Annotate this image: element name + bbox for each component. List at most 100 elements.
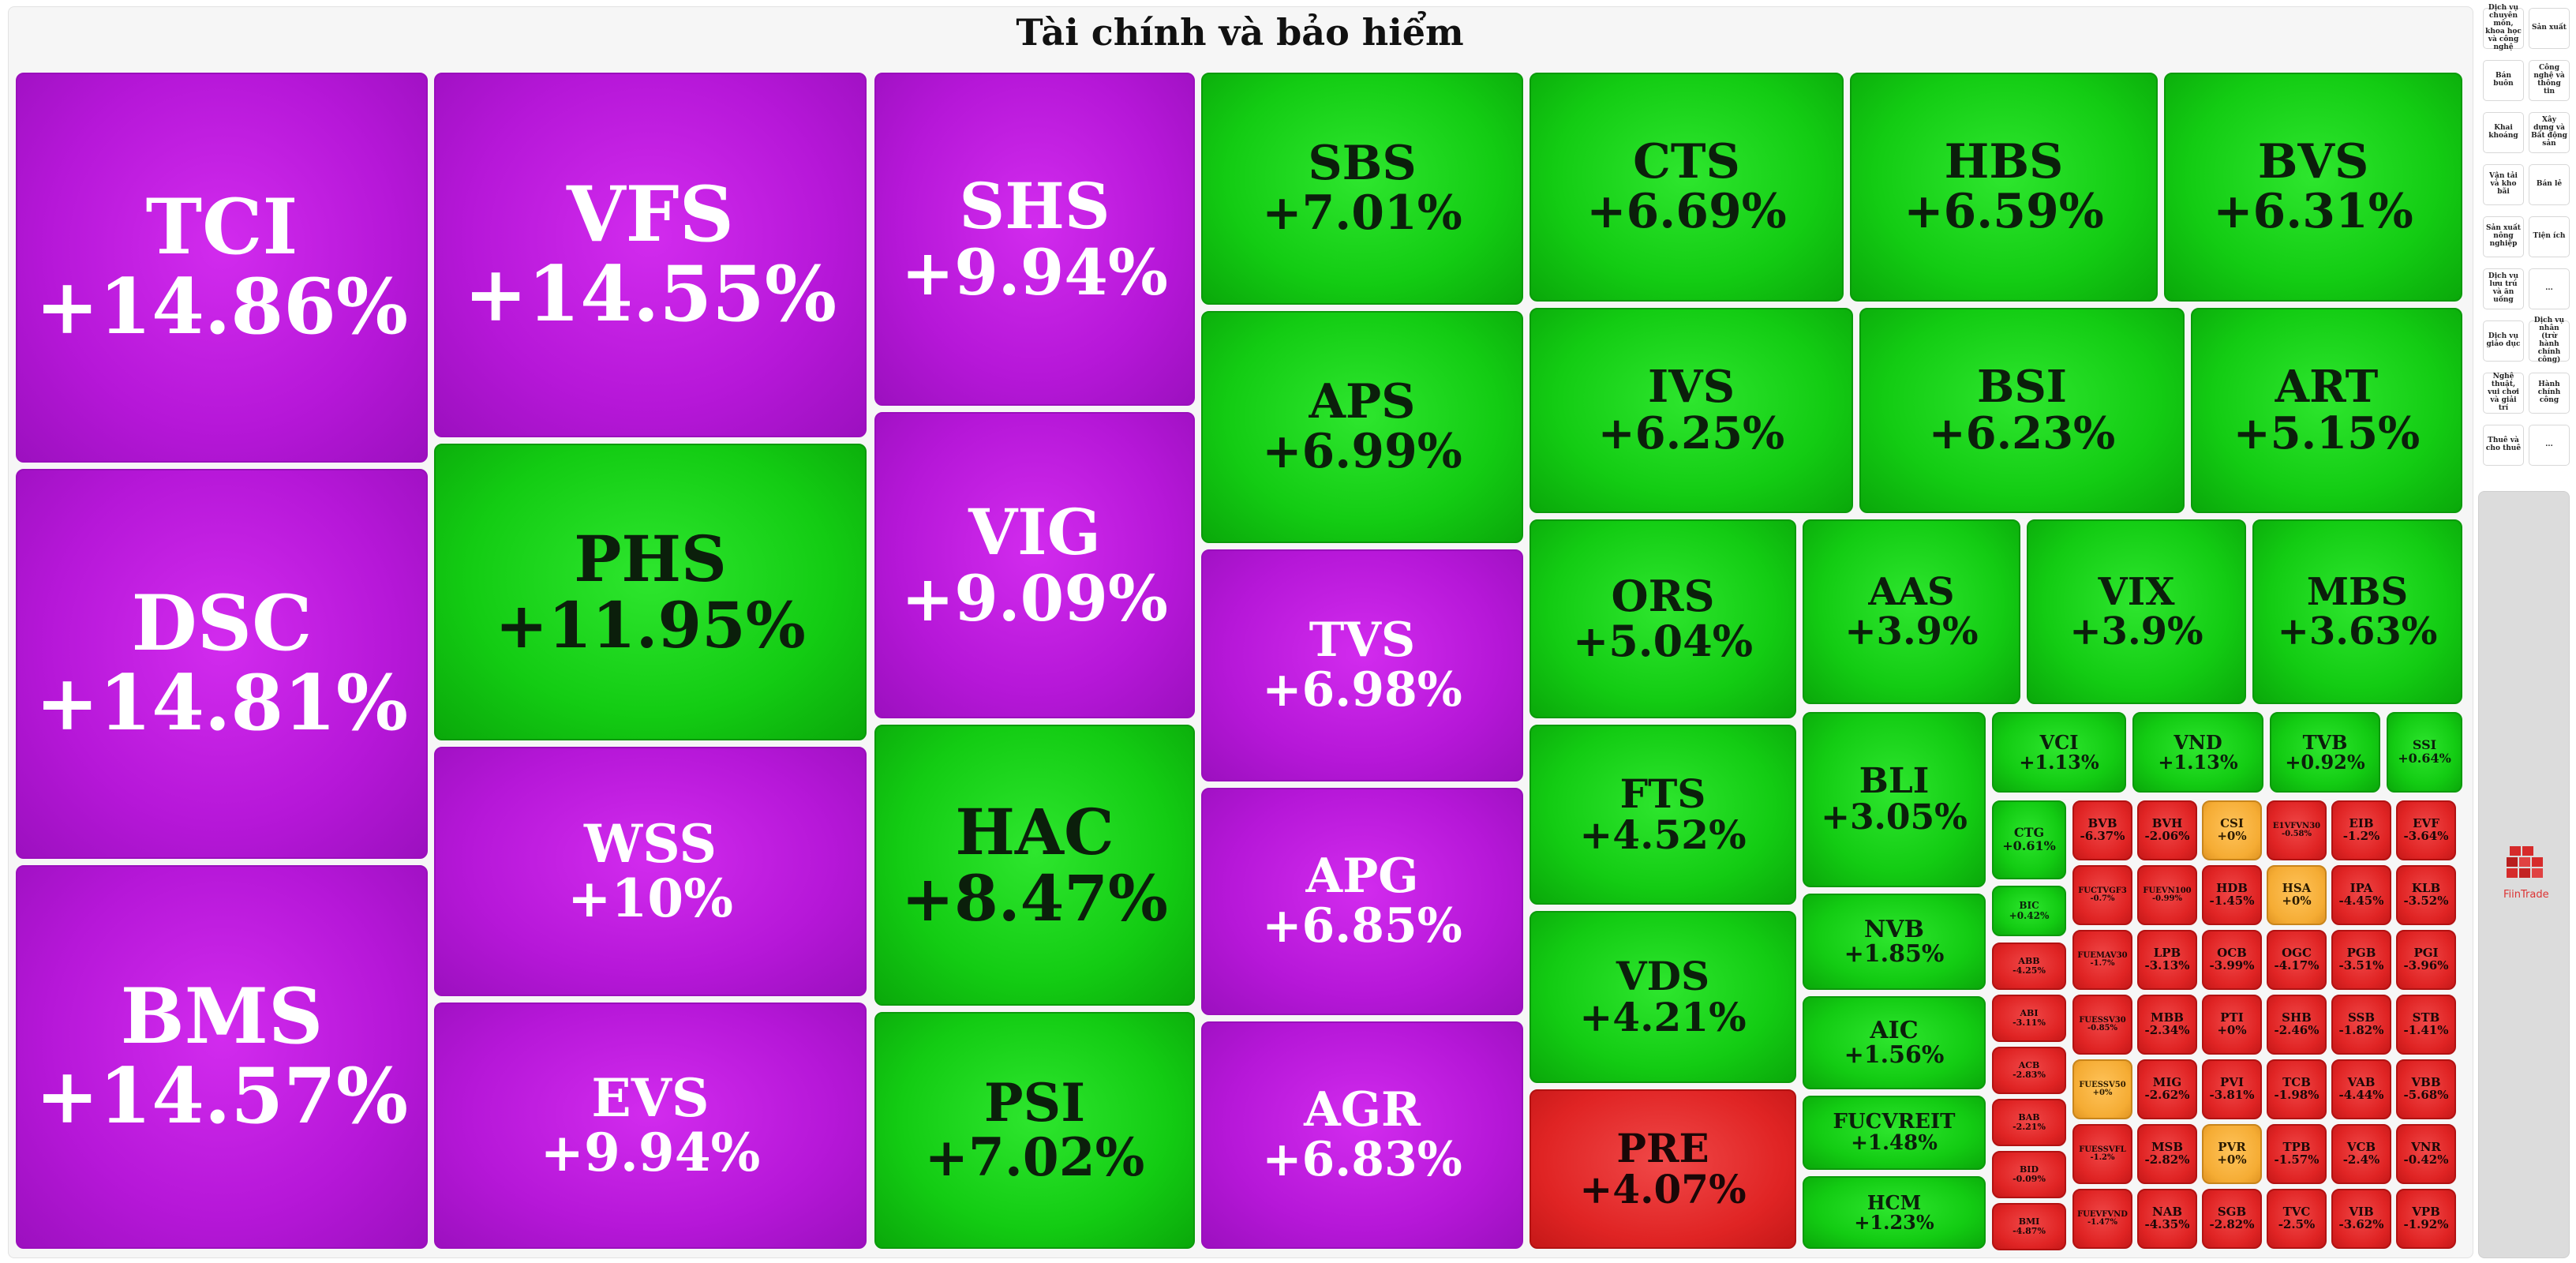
tile-tvc[interactable]: TVC -2.5% — [2267, 1189, 2327, 1249]
tile-vci[interactable]: VCI +1.13% — [1992, 712, 2126, 793]
tile-vnr[interactable]: VNR -0.42% — [2396, 1124, 2456, 1184]
tile-ipa[interactable]: IPA -4.45% — [2331, 865, 2391, 925]
tile-pvr[interactable]: PVR +0% — [2202, 1124, 2262, 1184]
tile-bmi[interactable]: BMI -4.87% — [1992, 1203, 2066, 1250]
tile-ors[interactable]: ORS +5.04% — [1530, 519, 1796, 718]
tile-bms[interactable]: BMS +14.57% — [16, 865, 428, 1249]
tile-vds[interactable]: VDS +4.21% — [1530, 911, 1796, 1083]
tile-vnd[interactable]: VND +1.13% — [2132, 712, 2263, 793]
tile-bsi[interactable]: BSI +6.23% — [1859, 308, 2185, 513]
tile-pgi[interactable]: PGI -3.96% — [2396, 930, 2456, 990]
tile-bvs[interactable]: BVS +6.31% — [2164, 73, 2462, 302]
tile-aps[interactable]: APS +6.99% — [1201, 311, 1523, 543]
tile-tvb[interactable]: TVB +0.92% — [2270, 712, 2380, 793]
sector-button[interactable]: ... — [2529, 268, 2570, 309]
tile-klb[interactable]: KLB -3.52% — [2396, 865, 2456, 925]
tile-vpb[interactable]: VPB -1.92% — [2396, 1189, 2456, 1249]
tile-art[interactable]: ART +5.15% — [2191, 308, 2462, 513]
sector-button[interactable]: Dịch vụ giáo dục — [2483, 320, 2524, 362]
tile-sgb[interactable]: SGB -2.82% — [2202, 1189, 2262, 1249]
tile-cts[interactable]: CTS +6.69% — [1530, 73, 1844, 302]
sector-button[interactable]: Sản xuất nông nghiệp — [2483, 216, 2524, 257]
tile-tpb[interactable]: TPB -1.57% — [2267, 1124, 2327, 1184]
tile-bid[interactable]: BID -0.09% — [1992, 1151, 2066, 1198]
tile-evs[interactable]: EVS +9.94% — [434, 1003, 867, 1249]
tile-mig[interactable]: MIG -2.62% — [2137, 1059, 2197, 1119]
tile-nvb[interactable]: NVB +1.85% — [1803, 894, 1986, 990]
tile-aic[interactable]: AIC +1.56% — [1803, 996, 1986, 1089]
tile-tcb[interactable]: TCB -1.98% — [2267, 1059, 2327, 1119]
tile-sbs[interactable]: SBS +7.01% — [1201, 73, 1523, 305]
sector-button[interactable]: Tiện ích — [2529, 216, 2570, 257]
tile-csi[interactable]: CSI +0% — [2202, 800, 2262, 860]
tile-vcb[interactable]: VCB -2.4% — [2331, 1124, 2391, 1184]
tile-msb[interactable]: MSB -2.82% — [2137, 1124, 2197, 1184]
tile-acb[interactable]: ACB -2.83% — [1992, 1047, 2066, 1094]
tile-tci[interactable]: TCI +14.86% — [16, 73, 428, 463]
tile-fuctvgf3[interactable]: FUCTVGF3 -0.7% — [2072, 865, 2132, 925]
tile-abi[interactable]: ABI -3.11% — [1992, 995, 2066, 1042]
sector-button[interactable]: Bán buôn — [2483, 60, 2524, 101]
sector-button[interactable]: Dịch vụ chuyên môn, khoa học và công ngh… — [2483, 4, 2524, 51]
tile-vig[interactable]: VIG +9.09% — [874, 412, 1195, 718]
tile-fuessv50[interactable]: FUESSV50 +0% — [2072, 1059, 2132, 1119]
tile-vbb[interactable]: VBB -5.68% — [2396, 1059, 2456, 1119]
tile-fuessvfl[interactable]: FUESSVFL -1.2% — [2072, 1124, 2132, 1184]
tile-pti[interactable]: PTI +0% — [2202, 995, 2262, 1055]
sector-button[interactable]: Dịch vụ lưu trú và ăn uống — [2483, 268, 2524, 309]
tile-agr[interactable]: AGR +6.83% — [1201, 1021, 1523, 1249]
tile-ctg[interactable]: CTG +0.61% — [1992, 800, 2066, 879]
tile-mbb[interactable]: MBB -2.34% — [2137, 995, 2197, 1055]
tile-shb[interactable]: SHB -2.46% — [2267, 995, 2327, 1055]
sidebar-scrollbar[interactable] — [2478, 491, 2570, 1258]
tile-fucvreit[interactable]: FUCVREIT +1.48% — [1803, 1096, 1986, 1170]
sector-button[interactable]: Khai khoáng — [2483, 112, 2524, 153]
tile-dsc[interactable]: DSC +14.81% — [16, 469, 428, 859]
sector-button[interactable]: Công nghệ và thông tin — [2529, 60, 2570, 101]
tile-ssi[interactable]: SSI +0.64% — [2387, 712, 2462, 793]
tile-fts[interactable]: FTS +4.52% — [1530, 725, 1796, 905]
tile-hcm[interactable]: HCM +1.23% — [1803, 1176, 1986, 1249]
tile-bvb[interactable]: BVB -6.37% — [2072, 800, 2132, 860]
sector-button[interactable]: Thuê và cho thuê — [2483, 425, 2524, 466]
tile-aas[interactable]: AAS +3.9% — [1803, 519, 2020, 704]
tile-lpb[interactable]: LPB -3.13% — [2137, 930, 2197, 990]
tile-ivs[interactable]: IVS +6.25% — [1530, 308, 1853, 513]
tile-vfs[interactable]: VFS +14.55% — [434, 73, 867, 437]
tile-ogc[interactable]: OGC -4.17% — [2267, 930, 2327, 990]
tile-abb[interactable]: ABB -4.25% — [1992, 943, 2066, 990]
tile-pvi[interactable]: PVI -3.81% — [2202, 1059, 2262, 1119]
tile-bvh[interactable]: BVH -2.06% — [2137, 800, 2197, 860]
tile-phs[interactable]: PHS +11.95% — [434, 444, 867, 740]
tile-fuessv30[interactable]: FUESSV30 -0.85% — [2072, 995, 2132, 1055]
tile-e1vfvn30[interactable]: E1VFVN30 -0.58% — [2267, 800, 2327, 860]
tile-ssb[interactable]: SSB -1.82% — [2331, 995, 2391, 1055]
tile-evf[interactable]: EVF -3.64% — [2396, 800, 2456, 860]
tile-bli[interactable]: BLI +3.05% — [1803, 712, 1986, 887]
tile-eib[interactable]: EIB -1.2% — [2331, 800, 2391, 860]
tile-mbs[interactable]: MBS +3.63% — [2252, 519, 2462, 704]
sector-button[interactable]: Sản xuất — [2529, 8, 2570, 49]
tile-wss[interactable]: WSS +10% — [434, 747, 867, 996]
tile-fuemav30[interactable]: FUEMAV30 -1.7% — [2072, 930, 2132, 990]
sector-button[interactable]: ... — [2529, 425, 2570, 466]
sector-button[interactable]: Nghệ thuật, vui chơi và giải trí — [2483, 373, 2524, 414]
sector-button[interactable]: Vận tải và kho bãi — [2483, 164, 2524, 205]
tile-bic[interactable]: BIC +0.42% — [1992, 886, 2066, 936]
tile-fuevn100[interactable]: FUEVN100 -0.99% — [2137, 865, 2197, 925]
tile-vix[interactable]: VIX +3.9% — [2027, 519, 2246, 704]
tile-psi[interactable]: PSI +7.02% — [874, 1012, 1195, 1249]
tile-hac[interactable]: HAC +8.47% — [874, 725, 1195, 1006]
tile-vib[interactable]: VIB -3.62% — [2331, 1189, 2391, 1249]
tile-hbs[interactable]: HBS +6.59% — [1850, 73, 2158, 302]
tile-ocb[interactable]: OCB -3.99% — [2202, 930, 2262, 990]
tile-pgb[interactable]: PGB -3.51% — [2331, 930, 2391, 990]
tile-vab[interactable]: VAB -4.44% — [2331, 1059, 2391, 1119]
sector-button[interactable]: Xây dựng và Bất động sản — [2529, 112, 2570, 153]
tile-shs[interactable]: SHS +9.94% — [874, 73, 1195, 406]
sector-button[interactable]: Bán lẻ — [2529, 164, 2570, 205]
tile-nab[interactable]: NAB -4.35% — [2137, 1189, 2197, 1249]
tile-apg[interactable]: APG +6.85% — [1201, 788, 1523, 1015]
tile-tvs[interactable]: TVS +6.98% — [1201, 549, 1523, 781]
tile-hsa[interactable]: HSA +0% — [2267, 865, 2327, 925]
